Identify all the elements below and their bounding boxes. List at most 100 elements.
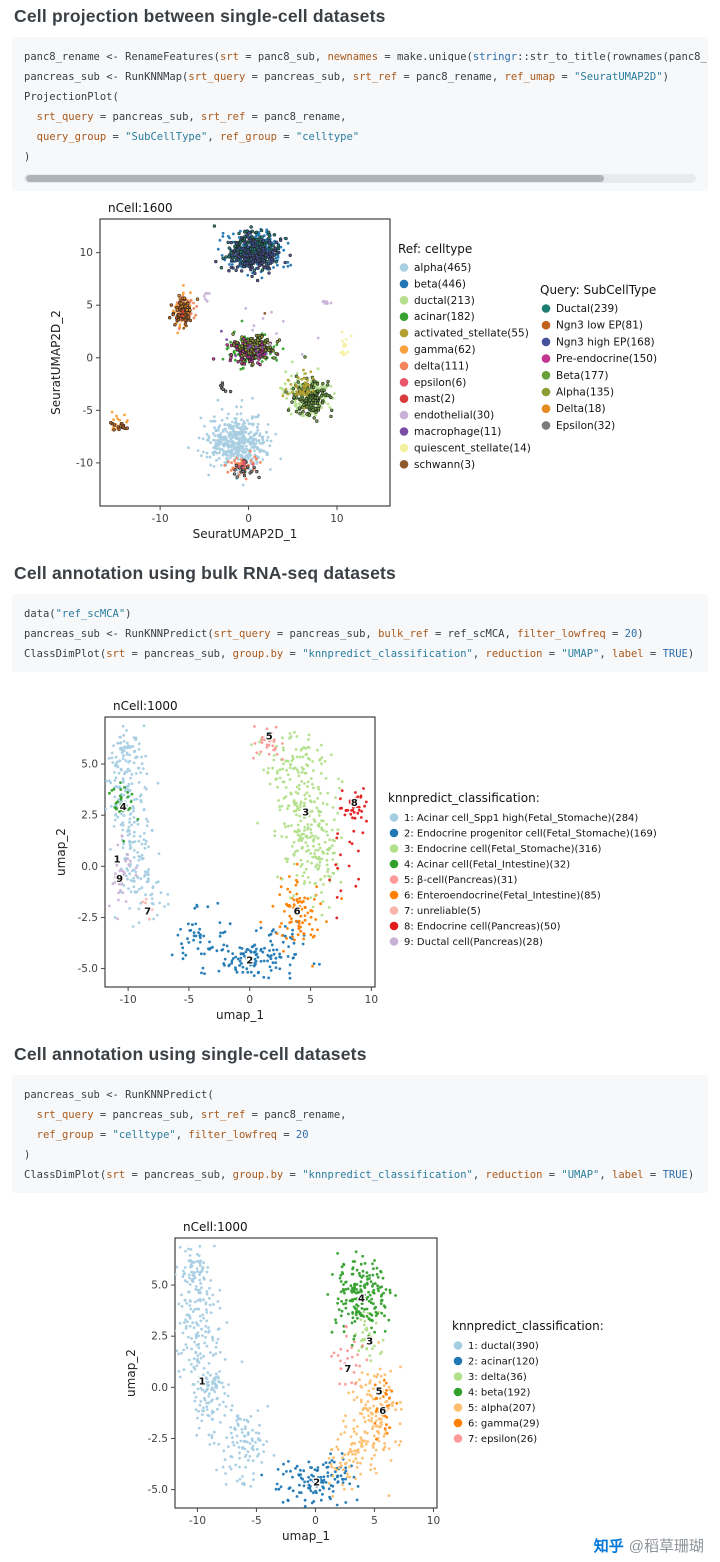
legend-swatch (541, 320, 551, 330)
code-line: ) (24, 1149, 31, 1161)
section-heading-projection: Cell projection between single-cell data… (14, 6, 386, 26)
zhihu-brand-text: 知乎 (593, 1538, 624, 1555)
legend-swatch (453, 1434, 463, 1443)
legend-item-label: Delta(18) (556, 403, 606, 415)
code-line: pancreas_sub <- RunKNNPredict(srt_query … (24, 628, 644, 640)
legend-swatch (541, 304, 551, 313)
y-tick-label: 5.0 (81, 759, 98, 771)
legend-title: Ref: celltype (398, 242, 472, 256)
horizontal-scrollbar[interactable] (24, 174, 696, 183)
legend-item-label: 4: Acinar cell(Fetal_Intestine)(32) (404, 860, 570, 871)
cluster-label: 3 (302, 807, 309, 818)
legend-title: knnpredict_classification: (388, 791, 540, 805)
y-tick-label: 0.0 (151, 1382, 168, 1394)
legend-item-label: 4: beta(192) (468, 1388, 530, 1399)
x-tick-label: -5 (251, 1515, 261, 1527)
legend-item-label: 7: epsilon(26) (468, 1434, 537, 1445)
cluster-label: 3 (366, 1336, 373, 1347)
cluster-label: 7 (344, 1364, 351, 1375)
y-tick-label: -5.0 (78, 963, 99, 975)
y-tick-label: -2.5 (78, 912, 99, 924)
legend-swatch (453, 1372, 463, 1381)
legend-item-label: Ngn3 high EP(168) (556, 336, 655, 348)
code-line: srt_query = pancreas_sub, srt_ref = panc… (36, 1109, 347, 1121)
x-tick-label: 5 (307, 994, 314, 1006)
y-axis-title: umap_2 (124, 1349, 138, 1397)
x-axis-title: SeuratUMAP2D_1 (193, 527, 298, 541)
legend-swatch (399, 460, 409, 469)
section-singlecell-annotation: Cell annotation using single-cell datase… (0, 1030, 720, 1547)
legend-swatch (389, 828, 399, 838)
cluster-label: 4 (358, 1294, 365, 1305)
legend-item-label: gamma(62) (414, 344, 476, 356)
y-axis-title: SeuratUMAP2D_2 (49, 310, 63, 415)
legend-item-label: endothelial(30) (414, 410, 494, 422)
y-axis-title: umap_2 (54, 828, 68, 876)
scatter-figure: -10 0 10 -10 -5 0 5 10 SeuratUMAP2D_1 SeuratUMAP2… (49, 201, 657, 541)
legend-swatch (399, 279, 409, 289)
legend-item-label: Epsilon(32) (556, 420, 615, 432)
x-tick-label: 0 (312, 1515, 319, 1527)
legend-item-label: Alpha(135) (556, 387, 614, 399)
legend-item-label: macrophage(11) (414, 426, 501, 438)
x-tick-label: 0 (246, 994, 253, 1006)
chart-title: nCell:1000 (113, 699, 178, 713)
legend-swatch (389, 890, 399, 900)
legend-item-label: 9: Ductal cell(Pancreas)(28) (404, 937, 543, 948)
code-line: ProjectionPlot( (24, 91, 119, 103)
cluster-label: 2 (313, 1478, 320, 1489)
x-tick-label: 0 (245, 513, 252, 525)
legend-item-label: 1: ductal(390) (468, 1341, 539, 1352)
x-tick-label: 10 (365, 994, 378, 1006)
cluster-label: 7 (144, 907, 151, 918)
bulk-annotation-plot-figure: -10 -5 0 5 10 -5.0 -2.5 0.0 2.5 5.0 umap_1 umap_2 nC… (0, 682, 720, 1030)
legend-item-label: epsilon(6) (414, 377, 466, 389)
legend-swatch (453, 1387, 463, 1397)
x-tick-label: -10 (152, 513, 169, 525)
legend-swatch (399, 394, 409, 403)
plot-panel (174, 1237, 438, 1509)
x-tick-label: -5 (184, 994, 194, 1006)
section-heading-bulk-annotation: Cell annotation using bulk RNA-seq datas… (14, 563, 396, 583)
legend-item-label: 2: acinar(120) (468, 1357, 539, 1368)
code-line: srt_query = pancreas_sub, srt_ref = panc… (36, 111, 347, 123)
code-line: ClassDimPlot(srt = pancreas_sub, group.b… (24, 648, 695, 660)
legend-swatch (541, 387, 551, 397)
legend-item-label: alpha(465) (414, 262, 471, 274)
legend-item-label: ductal(213) (414, 295, 475, 307)
legend-swatch (453, 1403, 463, 1412)
scatter-figure: -10 -5 0 5 10 -5.0 -2.5 0.0 2.5 5.0 umap_1 umap_2 nC… (54, 699, 657, 1022)
code-block-projection[interactable]: panc8_rename <- RenameFeatures(srt = pan… (12, 37, 708, 191)
legend-title: Query: SubCellType (540, 283, 656, 297)
y-tick-label: 10 (80, 247, 93, 259)
points-layer (175, 1244, 403, 1508)
legend-swatch (389, 921, 399, 931)
code-line: panc8_rename <- RenameFeatures(srt = pan… (24, 51, 708, 63)
section-cell-projection: Cell projection between single-cell data… (0, 0, 720, 549)
legend-swatch (399, 328, 409, 338)
code-block-singlecell-annotation[interactable]: pancreas_sub <- RunKNNPredict( srt_query… (12, 1075, 708, 1193)
legend-swatch (389, 875, 399, 884)
legend-swatch (453, 1418, 463, 1428)
x-tick-label: 5 (371, 1515, 378, 1527)
cluster-label: 9 (116, 874, 123, 885)
legend-item-label: 2: Endocrine progenitor cell(Fetal_Stoma… (404, 829, 657, 840)
section-bulk-annotation: Cell annotation using bulk RNA-seq datas… (0, 549, 720, 1030)
cluster-label: 6 (294, 907, 301, 918)
legend-item-label: 8: Endocrine cell(Pancreas)(50) (404, 922, 561, 933)
legend-item-label: Beta(177) (556, 370, 608, 382)
legend-item-label: beta(446) (414, 278, 466, 290)
x-axis-title: umap_1 (282, 1529, 330, 1543)
legend-item-label: 1: Acinar cell_Spp1 high(Fetal_Stomache)… (404, 813, 638, 824)
code-block-bulk-annotation[interactable]: data("ref_scMCA") pancreas_sub <- RunKNNP… (12, 594, 708, 672)
x-tick-label: -10 (120, 994, 137, 1006)
legend-swatch (399, 427, 409, 436)
y-tick-label: 2.5 (81, 810, 98, 822)
legend-swatch (541, 337, 551, 347)
x-tick-label: 10 (427, 1515, 440, 1527)
legend-item-label: 3: Endocrine cell(Fetal_Stomache)(316) (404, 844, 602, 855)
y-tick-label: 5 (86, 300, 93, 312)
code-line: ClassDimPlot(srt = pancreas_sub, group.b… (24, 1169, 695, 1181)
legend-swatch (399, 410, 409, 420)
horizontal-scrollbar-thumb[interactable] (26, 175, 604, 182)
